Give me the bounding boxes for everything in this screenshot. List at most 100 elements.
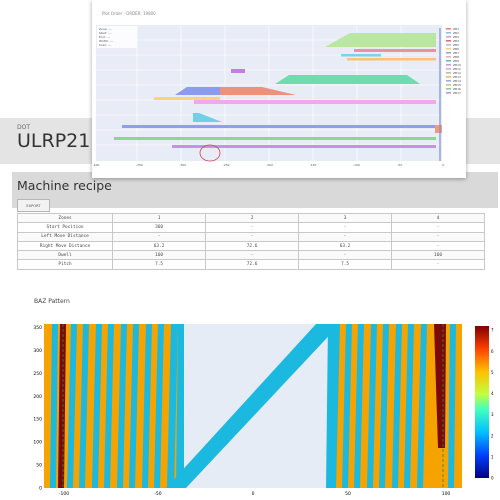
gantt-x-tick: -300	[179, 163, 186, 167]
legend-item-label: ZB2	[453, 31, 459, 35]
gantt-bar	[341, 54, 381, 57]
table-cell: -	[298, 231, 393, 242]
table-cell: 7.5	[298, 259, 393, 270]
colorbar-tick: 7	[491, 328, 494, 333]
table-cell: -	[391, 240, 485, 252]
colorbar-tick: 5	[491, 370, 494, 375]
gantt-x-tick: -50	[397, 163, 402, 167]
gantt-hover-line: Scan: ---	[99, 43, 112, 47]
gantt-bar	[325, 33, 436, 47]
legend-swatch[interactable]	[446, 92, 451, 94]
gantt-bar	[172, 145, 436, 148]
legend-swatch[interactable]	[446, 56, 451, 58]
table-cell: Right Move Distance	[16, 240, 114, 252]
gantt-hover-line: End: ---	[99, 35, 110, 39]
recipe-title: Machine recipe	[17, 178, 112, 193]
legend-item-label: ZB13	[453, 75, 461, 79]
baz-x-axis: -100 -50 0 50 100	[59, 491, 451, 497]
baz-y-tick: 0	[39, 486, 42, 492]
colorbar-tick: 6	[491, 349, 494, 354]
gantt-bar	[347, 58, 436, 61]
table-cell: -	[205, 231, 300, 242]
legend-swatch[interactable]	[446, 32, 451, 34]
gantt-hover-line: Width: ---	[99, 39, 113, 43]
gantt-bars	[114, 33, 442, 148]
legend-swatch[interactable]	[446, 84, 451, 86]
baz-x-tick: -50	[154, 491, 161, 497]
gantt-bar	[114, 137, 436, 140]
table-cell: -	[112, 231, 207, 242]
table-cell: 72.6	[205, 259, 300, 270]
legend-item-label: ZB6	[453, 47, 459, 51]
legend-item-label: ZB8	[453, 55, 459, 59]
legend-swatch[interactable]	[446, 72, 451, 74]
legend-swatch[interactable]	[446, 76, 451, 78]
legend-item-label: ZB5	[453, 43, 459, 47]
gantt-hover-line: Start: ---	[99, 31, 112, 35]
table-cell: Zones	[16, 212, 114, 224]
legend-swatch[interactable]	[446, 28, 451, 30]
legend-item-label: ZB7	[453, 51, 459, 55]
gantt-bar	[194, 100, 436, 104]
table-cell: -	[391, 231, 485, 242]
gantt-bar	[154, 97, 220, 100]
legend-swatch[interactable]	[446, 44, 451, 46]
gantt-bar	[231, 69, 245, 73]
legend-swatch[interactable]	[446, 52, 451, 54]
table-cell: 63.2	[298, 240, 393, 252]
dot-label: DOT	[17, 124, 31, 131]
colorbar-tick: 3	[491, 412, 494, 417]
table-cell: Left Move Distance	[16, 231, 114, 242]
legend-swatch[interactable]	[446, 36, 451, 38]
gantt-hover-line: Zone: ---	[99, 27, 112, 31]
gantt-x-axis: -400 -350 -300 -250 -200 -150 -100 -50 0	[93, 163, 445, 167]
legend-swatch[interactable]	[446, 48, 451, 50]
export-button[interactable]: EXPORT	[17, 199, 50, 212]
table-cell: -	[205, 250, 300, 261]
gantt-bar	[175, 87, 225, 95]
gantt-x-tick: -400	[93, 163, 100, 167]
dot-value: ULRP21	[17, 130, 91, 152]
baz-y-tick: 200	[33, 394, 42, 400]
gantt-bar	[220, 87, 296, 95]
baz-pattern	[44, 324, 462, 488]
table-row: Dwell 160- -160	[16, 250, 485, 261]
legend-swatch[interactable]	[446, 88, 451, 90]
baz-colorbar-ticks: 0 1 2 3 4 5 6 7	[491, 328, 494, 481]
table-cell: 360	[112, 222, 207, 233]
table-cell: -	[298, 250, 393, 261]
legend-item-label: ZB17	[453, 91, 461, 95]
legend-item-label: ZB16	[453, 87, 461, 91]
gantt-hover-info: Zone: ---Start: ---End: ---Width: ---Sca…	[99, 27, 113, 47]
legend-swatch[interactable]	[446, 68, 451, 70]
table-row: Right Move Distance 63.2 72.6 63.2-	[16, 240, 485, 252]
table-cell: 3	[298, 212, 393, 224]
table-cell: 7.5	[112, 259, 207, 270]
legend-swatch[interactable]	[446, 64, 451, 66]
table-cell: Dwell	[16, 250, 114, 261]
table-cell: Pitch	[16, 259, 114, 270]
table-cell: 63.2	[112, 240, 207, 252]
colorbar-tick: 2	[491, 433, 494, 438]
baz-y-axis: 0 50 100 150 200 250 300 350	[33, 325, 42, 492]
baz-y-tick: 300	[33, 348, 42, 354]
gantt-x-tick: -200	[266, 163, 273, 167]
colorbar-tick: 0	[491, 476, 494, 481]
gantt-x-tick: -350	[136, 163, 143, 167]
gantt-x-tick: -100	[353, 163, 360, 167]
gantt-plot-panel: Plot Order - ORDER: 19800 Zone: --- Start…	[92, 0, 466, 178]
legend-swatch[interactable]	[446, 80, 451, 82]
baz-title: BAZ Pattern	[34, 298, 70, 305]
table-cell: -	[391, 222, 485, 233]
gantt-bar	[193, 113, 222, 122]
legend-item-label: ZB14	[453, 79, 461, 83]
legend-swatch[interactable]	[446, 60, 451, 62]
recipe-table: Zones 1 2 3 4 Start Position 360- - - Left Move D…	[16, 212, 485, 270]
baz-y-tick: 150	[33, 417, 42, 423]
table-row: Pitch 7.5 72.6 7.5-	[16, 259, 485, 270]
table-cell: -	[205, 222, 300, 233]
table-cell: 72.6	[205, 240, 300, 252]
baz-x-tick: 100	[442, 491, 451, 497]
legend-swatch[interactable]	[446, 40, 451, 42]
table-cell: 1	[112, 212, 207, 224]
